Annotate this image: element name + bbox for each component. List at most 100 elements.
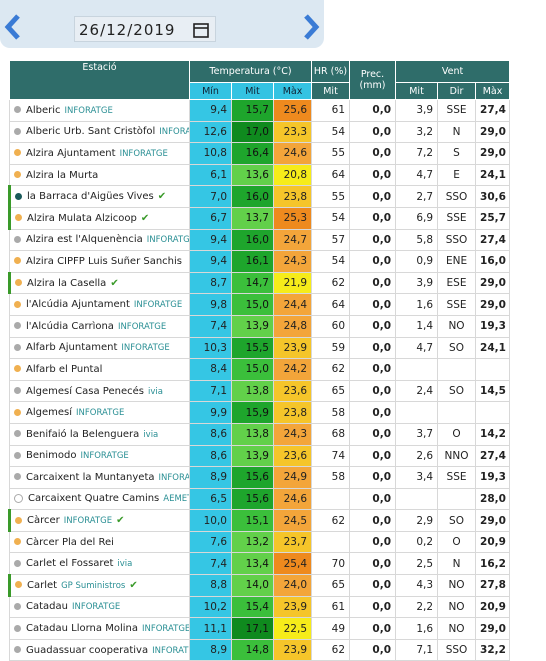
- station-name[interactable]: l'Alcúdia Carrìona: [26, 320, 114, 332]
- station-name[interactable]: Algemesí: [26, 407, 73, 419]
- value-cell: 68: [311, 422, 351, 446]
- value-cell: 27,4: [475, 99, 511, 122]
- value-cell: N: [437, 120, 477, 144]
- station-row[interactable]: Alzira la Murta 6,1 13,6 20,8 64 0,0 4,7 E 24,1: [9, 163, 511, 187]
- station-name[interactable]: Catadau Llorna Molina: [26, 623, 138, 635]
- station-cell: l'Alcúdia Ajuntament INFORATGE: [9, 293, 190, 316]
- station-row[interactable]: Alberic INFORATGE 9,4 15,7 25,6 61 0,0 3,9 SSE 27…: [9, 99, 511, 122]
- station-row[interactable]: Benifaió la Belenguera ivia 8,6 13,8 24,3 68 0…: [9, 422, 511, 446]
- station-name[interactable]: Carlet: [27, 579, 58, 591]
- station-name[interactable]: Benimodo: [26, 450, 77, 462]
- station-name[interactable]: Benifaió la Belenguera: [26, 428, 140, 440]
- station-row[interactable]: Algemesí INFORATGE 9,9 15,9 23,8 58 0,0: [9, 401, 511, 424]
- station-cell: Benimodo INFORATGE: [9, 444, 190, 468]
- station-row[interactable]: Catadau Llorna Molina INFORATGE 11,1 17,1 22…: [9, 617, 511, 640]
- value-cell: 24,5: [272, 509, 313, 532]
- value-cell: 24,7: [272, 228, 313, 252]
- value-cell: 20,9: [475, 530, 511, 554]
- station-source: INFORATGE: [71, 602, 121, 613]
- station-name[interactable]: Carlet el Fossaret: [26, 558, 114, 570]
- station-cell: Alberic Urb. Sant CristòfolINFORATGE: [9, 120, 190, 144]
- station-name[interactable]: Càrcer: [27, 515, 60, 527]
- value-cell: 27,8: [475, 574, 511, 597]
- value-cell: ENE: [437, 250, 477, 273]
- value-cell: 0,0: [349, 314, 397, 338]
- station-name[interactable]: Càrcer Pla del Rei: [26, 536, 114, 548]
- station-row[interactable]: Alzira Ajuntament INFORATGE 10,8 16,4 24,6 55…: [9, 142, 511, 165]
- value-cell: 14,0: [231, 574, 274, 597]
- check-icon: ✔: [140, 212, 150, 224]
- next-day[interactable]: [298, 12, 322, 42]
- station-name[interactable]: Carcaixent la Muntanyeta: [26, 471, 155, 483]
- station-row[interactable]: l'Alcúdia Carrìona INFORATGE 7,4 13,9 24,8 60…: [9, 314, 511, 338]
- value-cell: 24,1: [475, 163, 511, 187]
- prev-day[interactable]: [2, 12, 26, 42]
- value-cell: 29,0: [475, 120, 511, 144]
- station-name[interactable]: Alberic Urb. Sant Cristòfol: [26, 126, 156, 138]
- station-source: INFORATGE: [63, 516, 113, 527]
- status-dot: [14, 473, 21, 481]
- station-name[interactable]: Alzira la Murta: [26, 169, 99, 181]
- station-row[interactable]: Guadassuar cooperativaINFORATGE8,914,823…: [9, 638, 511, 661]
- value-cell: NNO: [437, 444, 477, 468]
- station-row[interactable]: Alfarb el Puntal 8,4 15,0 24,2 62 0,0: [9, 358, 511, 381]
- station-name[interactable]: Alfarb Ajuntament: [26, 342, 118, 354]
- date-input[interactable]: 26/12/2019: [74, 16, 216, 42]
- value-cell: 0,0: [349, 358, 397, 381]
- station-row[interactable]: Benimodo INFORATGE 8,6 13,9 23,6 74 0,0 2,6 NNO 2…: [9, 444, 511, 468]
- value-cell: 10,2: [189, 595, 232, 619]
- value-cell: NO: [437, 314, 477, 338]
- station-row[interactable]: Càrcer Pla del Rei 7,6 13,2 23,7 0,0 0,2 O 20,9: [9, 530, 511, 554]
- station-name[interactable]: la Barraca d'Aigües Vives: [27, 191, 154, 203]
- station-row[interactable]: Carlet GP Suministros ✔ 8,8 14,0 24,0 65 0,0 4,3…: [8, 574, 511, 597]
- station-name[interactable]: Carcaixent Quatre Camins: [28, 493, 160, 505]
- value-cell: 7,4: [189, 314, 232, 338]
- station-name[interactable]: Alzira CIPFP Luis Suñer Sanchis: [26, 255, 182, 267]
- check-icon: ✔: [110, 277, 119, 289]
- value-cell: 0,0: [349, 228, 397, 252]
- value-cell: SSE: [437, 293, 477, 316]
- calendar-icon[interactable]: [193, 22, 209, 38]
- station-row[interactable]: Alzira Mulata Alzicoop ✔ 6,7 13,7 25,3 54 0,0 6…: [8, 206, 511, 230]
- station-row[interactable]: Alzira la Casella ✔ 8,7 14,7 21,9 62 0,0 3,9 ESE…: [8, 271, 511, 295]
- station-row[interactable]: Carcaixent Quatre Camins AEMET 6,5 15,6 24,6…: [9, 487, 511, 511]
- station-row[interactable]: la Barraca d'Aigües Vives ✔ 7,0 16,0 23,8 55 0…: [8, 185, 511, 208]
- station-name[interactable]: Alzira la Casella: [27, 277, 107, 289]
- station-row[interactable]: Alfarb Ajuntament INFORATGE 10,3 15,5 23,9 59…: [9, 336, 511, 360]
- station-name[interactable]: Guadassuar cooperativa: [26, 644, 149, 656]
- value-cell: 1,6: [395, 617, 439, 640]
- station-row[interactable]: l'Alcúdia Ajuntament INFORATGE 9,8 15,0 24,4…: [9, 293, 511, 316]
- value-cell: 29,0: [475, 509, 511, 532]
- station-name[interactable]: Alzira Ajuntament: [26, 147, 116, 159]
- station-row[interactable]: Catadau INFORATGE 10,2 15,4 23,9 61 0,0 2,2 NO 20…: [9, 595, 511, 619]
- station-name[interactable]: Algemesí Casa Penecés: [26, 385, 144, 397]
- station-row[interactable]: Alzira est l'AlquenènciaINFORATGE9,416,0…: [9, 228, 511, 252]
- value-cell: 13,7: [231, 206, 274, 230]
- value-cell: 25,4: [272, 552, 313, 576]
- station-name[interactable]: Catadau: [26, 601, 68, 613]
- station-row[interactable]: Carlet el Fossaret ivia 7,4 13,4 25,4 70 0,0 2,…: [9, 552, 511, 576]
- station-row[interactable]: Alberic Urb. Sant CristòfolINFORATGE12,6…: [9, 120, 511, 144]
- station-name[interactable]: l'Alcúdia Ajuntament: [26, 299, 130, 311]
- station-cell: Alzira Ajuntament INFORATGE: [9, 142, 190, 165]
- value-cell: 58: [311, 466, 351, 489]
- value-cell: 24,0: [272, 574, 313, 597]
- date-bar: 26/12/2019: [0, 0, 324, 48]
- station-name[interactable]: Alzira Mulata Alzicoop: [27, 212, 137, 224]
- station-name[interactable]: Alzira est l'Alquenència: [26, 234, 143, 246]
- value-cell: 15,1: [231, 509, 274, 532]
- value-cell: SO: [437, 509, 477, 532]
- station-name[interactable]: Alfarb el Puntal: [26, 363, 103, 375]
- value-cell: NO: [437, 617, 477, 640]
- value-cell: NO: [437, 574, 477, 597]
- station-row[interactable]: Carcaixent la MuntanyetaINFORATGE8,915,6…: [9, 466, 511, 489]
- station-row[interactable]: Càrcer INFORATGE ✔ 10,0 15,1 24,5 62 0,0 2,9 SO 29…: [8, 509, 511, 532]
- station-header: Estació: [9, 60, 190, 100]
- station-row[interactable]: Algemesí Casa Penecés ivia 7,1 13,8 23,6 65 0,…: [9, 379, 511, 403]
- value-cell: 20,8: [272, 163, 313, 187]
- value-cell: 30,6: [475, 185, 511, 208]
- station-name[interactable]: Alberic: [26, 104, 61, 116]
- station-row[interactable]: Alzira CIPFP Luis Suñer Sanchis 9,4 16,1 24…: [9, 250, 511, 273]
- status-dot: [14, 493, 23, 503]
- value-cell: 22,5: [272, 617, 313, 640]
